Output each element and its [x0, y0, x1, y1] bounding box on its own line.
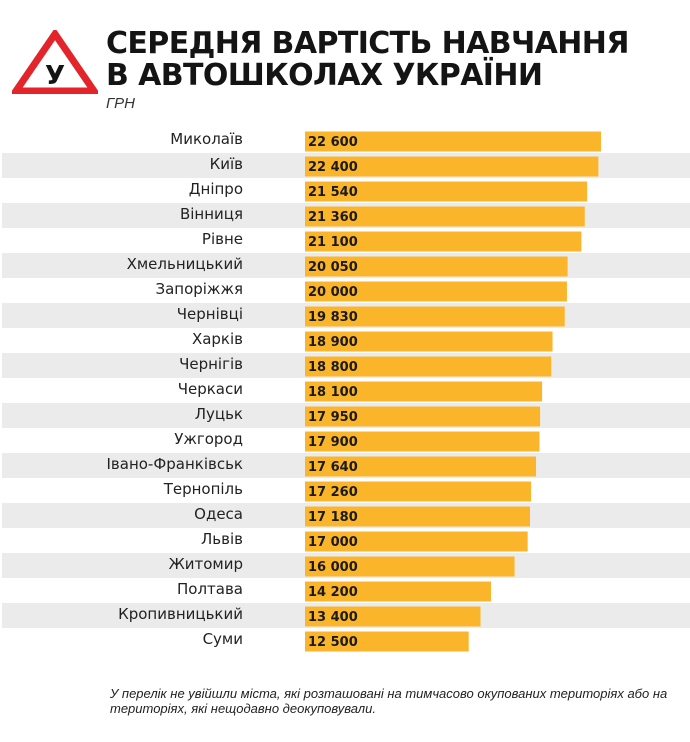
- bar: [305, 306, 565, 327]
- bar: [305, 256, 568, 277]
- value-label: 22 600: [308, 135, 358, 150]
- bar: [305, 331, 553, 352]
- bar: [305, 481, 532, 502]
- bar: [305, 631, 469, 652]
- value-label: 17 180: [308, 510, 358, 525]
- unit-label: ГРН: [106, 95, 135, 112]
- bar: [305, 406, 541, 427]
- category-label: Полтава: [177, 580, 243, 598]
- value-label: 12 500: [308, 635, 358, 650]
- bar: [305, 506, 531, 527]
- category-label: Кропивницький: [118, 605, 243, 623]
- category-label: Чернівці: [177, 305, 243, 323]
- category-label: Житомир: [169, 555, 243, 573]
- value-label: 21 100: [308, 235, 358, 250]
- page-title: СЕРЕДНЯ ВАРТІСТЬ НАВЧАННЯ В АВТОШКОЛАХ У…: [106, 28, 629, 92]
- category-label: Одеса: [194, 505, 243, 523]
- value-label: 14 200: [308, 585, 358, 600]
- category-label: Львів: [201, 530, 243, 548]
- category-label: Тернопіль: [163, 480, 243, 498]
- bar: [305, 356, 552, 377]
- bar: [305, 531, 528, 552]
- bar: [305, 381, 543, 402]
- value-label: 19 830: [308, 310, 358, 325]
- value-label: 22 400: [308, 160, 358, 175]
- value-label: 18 800: [308, 360, 358, 375]
- value-label: 17 000: [308, 535, 358, 550]
- category-label: Вінниця: [180, 205, 243, 223]
- driving-school-sign-icon: У: [12, 30, 98, 94]
- category-label: Київ: [210, 155, 243, 173]
- category-label: Дніпро: [189, 180, 243, 198]
- bar: [305, 206, 585, 227]
- category-label: Миколаїв: [170, 130, 243, 148]
- category-label: Луцьк: [195, 405, 243, 423]
- category-label: Харків: [192, 330, 243, 348]
- title-line-2: В АВТОШКОЛАХ УКРАЇНИ: [106, 58, 543, 93]
- category-label: Суми: [203, 630, 243, 648]
- category-label: Івано-Франківськ: [106, 455, 243, 473]
- value-label: 17 950: [308, 410, 358, 425]
- bar: [305, 131, 601, 152]
- bar: [305, 556, 515, 577]
- footnote: У перелік не увійшли міста, які розташов…: [110, 686, 668, 716]
- category-label: Рівне: [202, 230, 243, 248]
- bar: [305, 156, 599, 177]
- value-label: 20 050: [308, 260, 358, 275]
- value-label: 21 540: [308, 185, 358, 200]
- bar: [305, 606, 481, 627]
- bar: [305, 431, 540, 452]
- title-line-1: СЕРЕДНЯ ВАРТІСТЬ НАВЧАННЯ: [106, 26, 629, 61]
- value-label: 21 360: [308, 210, 358, 225]
- logo-letter: У: [45, 61, 65, 91]
- bar: [305, 181, 588, 202]
- bar: [305, 456, 537, 477]
- value-label: 20 000: [308, 285, 358, 300]
- category-label: Запоріжжя: [155, 280, 243, 298]
- value-label: 17 900: [308, 435, 358, 450]
- value-label: 16 000: [308, 560, 358, 575]
- value-label: 18 900: [308, 335, 358, 350]
- value-label: 18 100: [308, 385, 358, 400]
- bar: [305, 581, 491, 602]
- value-label: 13 400: [308, 610, 358, 625]
- category-label: Ужгород: [174, 430, 243, 448]
- bar: [305, 281, 567, 302]
- bar: [305, 231, 582, 252]
- category-label: Чернігів: [179, 355, 243, 373]
- category-label: Черкаси: [178, 380, 243, 398]
- value-label: 17 260: [308, 485, 358, 500]
- value-label: 17 640: [308, 460, 358, 475]
- category-label: Хмельницький: [127, 255, 243, 273]
